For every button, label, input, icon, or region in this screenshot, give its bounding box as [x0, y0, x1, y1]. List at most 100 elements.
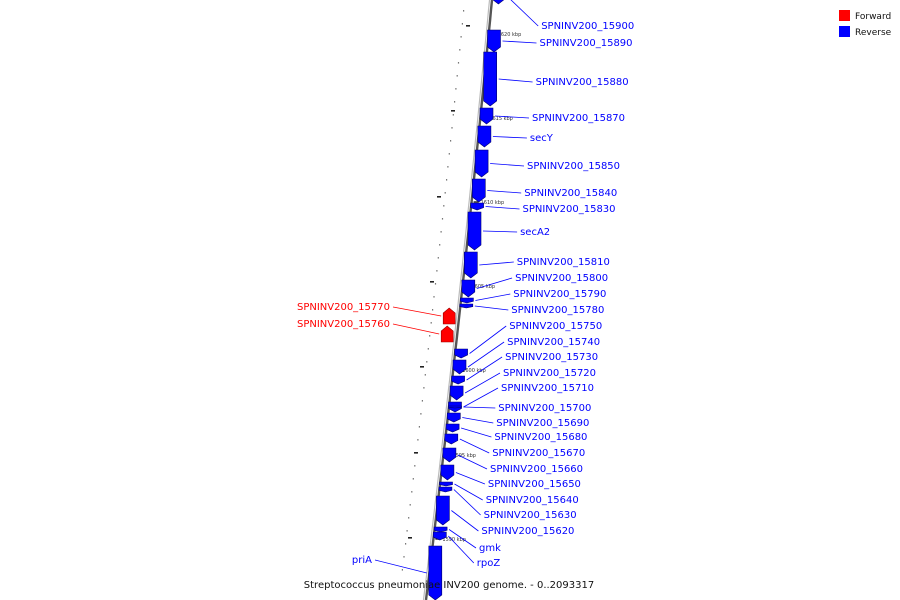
gene-arrow-spninv200-15630[interactable] — [438, 486, 453, 493]
gene-arrow-spninv200-15870[interactable] — [479, 107, 494, 125]
gene-label-spninv200-15630[interactable]: SPNINV200_15630 — [484, 510, 577, 521]
gene-label-gmk[interactable]: gmk — [479, 543, 501, 554]
gene-label-spninv200-15870[interactable]: SPNINV200_15870 — [532, 113, 625, 124]
gene-arrow-spninv200-15790[interactable] — [460, 297, 474, 304]
gene-arrow-spninv200-15850[interactable] — [474, 149, 489, 178]
legend-reverse-label: Reverse — [855, 28, 892, 38]
gene-leader-spninv200-15850 — [490, 163, 525, 167]
gene-label-spninv200-15800[interactable]: SPNINV200_15800 — [515, 273, 608, 284]
minor-mark — [432, 309, 434, 311]
gene-label-spninv200-15880[interactable]: SPNINV200_15880 — [536, 77, 629, 88]
minor-mark — [427, 348, 429, 350]
gene-arrow-spninv200-15660[interactable] — [442, 447, 457, 463]
gene-arrow-spninv200-15650[interactable] — [440, 464, 455, 481]
gene-arrow-spninv200-15730[interactable] — [451, 375, 465, 385]
gene-arrow-spninv200-15890[interactable] — [487, 29, 501, 53]
gene-label-spninv200-15670[interactable]: SPNINV200_15670 — [492, 448, 585, 459]
minor-mark — [411, 491, 413, 493]
scale-tick-label: 1620 kbp — [498, 32, 522, 38]
gene-leader-spninv200-15890 — [502, 40, 537, 44]
minor-mark — [417, 439, 419, 441]
gene-arrow-spninv200-15670[interactable] — [444, 433, 459, 445]
gene-label-spninv200-15780[interactable]: SPNINV200_15780 — [511, 305, 604, 316]
gene-label-spninv200-15690[interactable]: SPNINV200_15690 — [496, 418, 589, 429]
minor-mark — [430, 322, 432, 324]
gene-leader-spninv200-15770 — [392, 306, 442, 317]
major-mark — [430, 281, 434, 283]
gene-arrow-spninv200-15900[interactable] — [492, 0, 505, 5]
minor-mark — [452, 114, 454, 116]
gene-label-spninv200-15890[interactable]: SPNINV200_15890 — [540, 38, 633, 49]
gene-label-spninv200-15680[interactable]: SPNINV200_15680 — [494, 432, 587, 443]
gene-arrow-spninv200-15880[interactable] — [483, 51, 498, 107]
gene-leader-spninv200-15680 — [460, 427, 492, 438]
gene-label-spninv200-15810[interactable]: SPNINV200_15810 — [517, 257, 610, 268]
gene-leader-spninv200-15900 — [510, 0, 539, 27]
gene-arrow-spninv200-15640[interactable] — [439, 481, 453, 487]
gene-label-seca2[interactable]: secA2 — [520, 227, 550, 238]
minor-mark — [459, 49, 461, 51]
gene-arrow-spninv200-15800[interactable] — [461, 279, 476, 298]
gene-leader-spninv200-15750 — [469, 325, 507, 354]
gene-arrow-spninv200-15830[interactable] — [470, 202, 484, 211]
gene-leader-spninv200-15810 — [479, 261, 514, 266]
genome-caption: Streptococcus pneumoniae INV200 genome. … — [304, 580, 594, 591]
gene-label-spninv200-15710[interactable]: SPNINV200_15710 — [501, 383, 594, 394]
gene-label-spninv200-15790[interactable]: SPNINV200_15790 — [513, 289, 606, 300]
gene-label-spninv200-15850[interactable]: SPNINV200_15850 — [527, 161, 620, 172]
gene-label-spninv200-15730[interactable]: SPNINV200_15730 — [505, 352, 598, 363]
gene-label-spninv200-15840[interactable]: SPNINV200_15840 — [524, 188, 617, 199]
minor-mark — [405, 543, 407, 545]
gene-arrow-spninv200-15760[interactable] — [440, 325, 454, 343]
minor-mark — [403, 556, 405, 558]
gene-label-spninv200-15770[interactable]: SPNINV200_15770 — [297, 302, 390, 313]
gene-leader-rpoz — [448, 535, 475, 564]
gene-arrow-spninv200-15680[interactable] — [445, 423, 460, 433]
gene-arrow-spninv200-15770[interactable] — [442, 307, 456, 325]
gene-arrow-spninv200-15620[interactable] — [436, 495, 450, 526]
gene-label-spninv200-15750[interactable]: SPNINV200_15750 — [509, 321, 602, 332]
gene-arrow-rpoz[interactable] — [432, 531, 447, 541]
gene-arrow-spninv200-15720[interactable] — [449, 385, 464, 401]
gene-arrow-spninv200-15750[interactable] — [454, 348, 468, 359]
major-mark — [408, 537, 412, 539]
gene-label-spninv200-15760[interactable]: SPNINV200_15760 — [297, 319, 390, 330]
gene-label-spninv200-15740[interactable]: SPNINV200_15740 — [507, 337, 600, 348]
gene-label-pria[interactable]: priA — [352, 555, 372, 566]
gene-leader-spninv200-15740 — [467, 341, 505, 368]
gene-arrow-gmk[interactable] — [433, 526, 448, 533]
gene-label-spninv200-15660[interactable]: SPNINV200_15660 — [490, 464, 583, 475]
gene-label-spninv200-15720[interactable]: SPNINV200_15720 — [503, 368, 596, 379]
gene-leader-spninv200-15690 — [462, 417, 494, 424]
gene-leader-spninv200-15790 — [475, 293, 511, 301]
gene-leader-spninv200-15830 — [485, 206, 520, 210]
gene-arrow-spninv200-15740[interactable] — [452, 359, 467, 375]
gene-label-spninv200-15900[interactable]: SPNINV200_15900 — [541, 21, 634, 32]
minor-mark — [400, 582, 402, 584]
gene-arrow-pria[interactable] — [428, 545, 443, 600]
minor-mark — [443, 205, 445, 207]
gene-arrow-secy[interactable] — [477, 125, 492, 148]
gene-label-spninv200-15620[interactable]: SPNINV200_15620 — [481, 526, 574, 537]
gene-arrow-spninv200-15690[interactable] — [446, 412, 461, 423]
minor-mark — [457, 62, 460, 64]
major-mark — [437, 196, 441, 198]
minor-mark — [456, 75, 458, 77]
gene-label-spninv200-15700[interactable]: SPNINV200_15700 — [498, 403, 591, 414]
gene-label-spninv200-15830[interactable]: SPNINV200_15830 — [523, 204, 616, 215]
scale-tick-label: 1610 kbp — [481, 200, 505, 206]
minor-mark — [406, 530, 408, 532]
gene-arrow-spninv200-15780[interactable] — [459, 303, 474, 309]
gene-label-spninv200-15650[interactable]: SPNINV200_15650 — [488, 479, 581, 490]
minor-mark — [439, 244, 441, 246]
gene-leader-spninv200-15630 — [453, 489, 481, 516]
gene-arrow-spninv200-15840[interactable] — [471, 178, 486, 203]
gene-label-rpoz[interactable]: rpoZ — [477, 558, 501, 569]
gene-leader-spninv200-15660 — [457, 454, 488, 470]
gene-label-spninv200-15640[interactable]: SPNINV200_15640 — [486, 495, 579, 506]
minor-mark — [421, 400, 423, 402]
gene-arrow-spninv200-15810[interactable] — [463, 251, 478, 279]
gene-arrow-spninv200-15700[interactable] — [448, 405, 462, 409]
gene-label-secy[interactable]: secY — [530, 133, 554, 144]
gene-arrow-seca2[interactable] — [467, 211, 482, 251]
